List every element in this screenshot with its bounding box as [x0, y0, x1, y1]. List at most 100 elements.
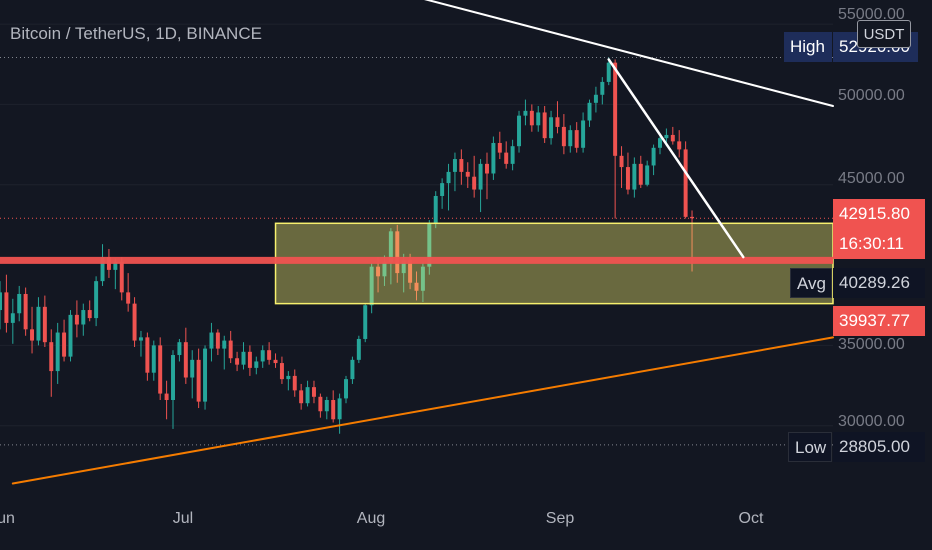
symbol-title: Bitcoin / TetherUS, 1D, BINANCE [10, 24, 262, 43]
candle-body [664, 134, 669, 139]
candle-body [619, 155, 624, 168]
candle-body [549, 117, 554, 139]
avg-price-tag: 40289.26 [833, 268, 925, 298]
candle-body [209, 332, 214, 349]
candle-body [369, 266, 374, 306]
ascending-support-trendline [11, 336, 834, 485]
candle-body [177, 342, 182, 356]
candle-body [81, 310, 86, 325]
candle-body [151, 345, 156, 373]
candle-body [427, 223, 432, 267]
low-price-tag: 28805.00 [833, 432, 925, 462]
candle-body [55, 332, 60, 372]
candle-body [311, 387, 316, 397]
candle-body [324, 400, 329, 412]
x-tick-label: Oct [738, 510, 764, 527]
candle-body [581, 120, 586, 148]
candle-body [690, 216, 695, 219]
y-tick-label: 50000.00 [838, 87, 905, 104]
countdown-tag: 16:30:11 [833, 229, 925, 259]
candle-body [350, 359, 355, 380]
candle-body [132, 303, 137, 341]
price-line-tag: 39937.77 [833, 306, 925, 336]
candle-body [68, 314, 73, 357]
candle-body [305, 387, 310, 404]
candle-body [523, 110, 528, 116]
candle-body [62, 332, 67, 357]
candle-body [529, 110, 534, 126]
x-tick-label: Jul [172, 510, 194, 527]
candle-body [203, 348, 208, 402]
y-tick-label: 30000.00 [838, 413, 905, 430]
candle-body [247, 351, 252, 368]
candle-body [273, 359, 278, 364]
candle-body [478, 163, 483, 190]
drop-trendline [607, 58, 745, 259]
avg-label-tag: Avg [790, 268, 832, 298]
candle-body [74, 314, 79, 325]
candle-body [337, 398, 342, 420]
candle-body [4, 292, 9, 323]
candle-body [593, 94, 598, 103]
candle-body [472, 176, 477, 190]
candle-body [30, 329, 35, 341]
candle-body [292, 375, 297, 391]
candle-body [638, 163, 643, 185]
candle-body [100, 257, 105, 282]
candle-body [138, 337, 143, 341]
descending-trendline [424, 0, 834, 108]
candle-body [196, 359, 201, 402]
candle-body [420, 266, 425, 291]
candle-body [440, 183, 445, 196]
candle-body [126, 292, 131, 304]
x-tick-label: Aug [356, 510, 386, 527]
candle-body [382, 261, 387, 277]
last-price-tag: 42915.80 [833, 199, 925, 229]
candle-body [587, 102, 592, 121]
candle-body [517, 115, 522, 147]
y-tick-label: 55000.00 [838, 6, 905, 23]
candle-body [318, 396, 323, 412]
candle-body [260, 350, 265, 362]
candle-body [645, 165, 650, 185]
candle-body [215, 332, 220, 349]
candle-body [408, 260, 413, 283]
candle-body [279, 363, 284, 380]
candle-body [568, 130, 573, 147]
candle-body [670, 134, 675, 142]
candle-body [606, 62, 611, 82]
candle-body [49, 342, 54, 372]
candle-body [600, 81, 605, 95]
candle-body [452, 159, 457, 172]
y-tick-label: 45000.00 [838, 170, 905, 187]
candle-body [376, 266, 381, 277]
candle-body [574, 130, 579, 148]
candle-body [190, 359, 195, 378]
candle-body [267, 350, 272, 360]
candle-body [10, 313, 15, 323]
candle-body [222, 340, 227, 349]
candle-body [331, 400, 336, 420]
candle-body [183, 342, 188, 378]
candle-body [241, 351, 246, 365]
candle-body [23, 293, 28, 330]
candle-body [363, 305, 368, 339]
candle-body [119, 261, 124, 293]
candle-body [158, 345, 163, 394]
candle-body [235, 358, 240, 365]
candle-body [683, 149, 688, 217]
candle-body [395, 231, 400, 274]
currency-button[interactable]: USDT [857, 20, 911, 48]
candle-body [94, 281, 99, 319]
candle-body [254, 361, 259, 368]
candle-body [491, 142, 496, 174]
y-tick-label: 35000.00 [838, 336, 905, 353]
candle-body [414, 282, 419, 291]
candle-body [145, 337, 150, 373]
candle-body [651, 147, 656, 166]
candle-body [510, 146, 515, 164]
candle-body [658, 138, 662, 148]
candle-body [36, 306, 41, 341]
candle-body [536, 112, 541, 126]
